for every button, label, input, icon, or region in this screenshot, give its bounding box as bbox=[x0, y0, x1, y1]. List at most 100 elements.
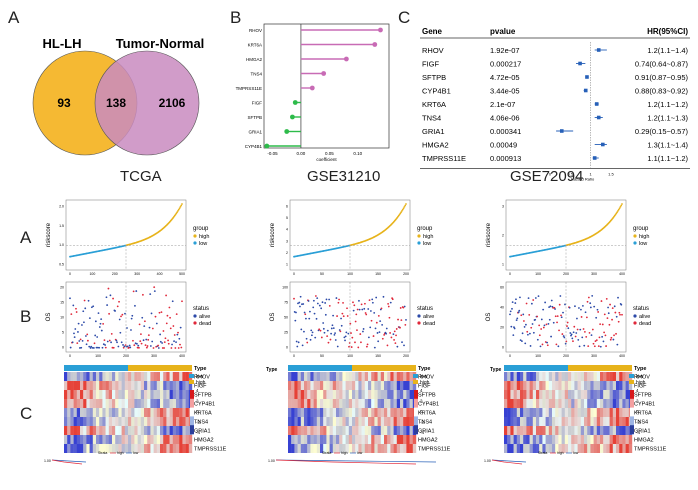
heatmap-cell bbox=[574, 399, 578, 408]
heatmap-cell bbox=[128, 426, 132, 435]
os-point bbox=[585, 316, 588, 319]
heatmap-cell bbox=[108, 426, 113, 435]
os-point bbox=[104, 344, 107, 346]
heatmap-cell bbox=[140, 381, 145, 390]
heatmap-cell bbox=[568, 426, 572, 435]
os-point bbox=[140, 333, 142, 336]
heatmap-cell bbox=[403, 372, 407, 381]
heatmap-cell bbox=[603, 435, 607, 444]
heatmap-cell bbox=[179, 372, 183, 381]
heatmap-legend-low-swatch bbox=[413, 374, 418, 378]
heatmap-cell bbox=[545, 408, 549, 417]
heatmap-cell bbox=[96, 435, 100, 444]
os-point bbox=[616, 343, 619, 346]
os-point bbox=[365, 313, 368, 316]
forest-hr: 1.3(1.1~1.4) bbox=[647, 141, 688, 150]
heatmap-cell bbox=[83, 381, 87, 390]
heatmap-cell bbox=[516, 417, 521, 426]
heatmap-cell bbox=[390, 372, 394, 381]
heatmap-cell bbox=[99, 435, 103, 444]
forest-pvalue: 0.000217 bbox=[490, 60, 521, 69]
os-xtick: 400 bbox=[619, 354, 625, 358]
heatmap-cell bbox=[150, 381, 154, 390]
heatmap-cell bbox=[112, 399, 116, 408]
heatmap-cell bbox=[409, 372, 413, 381]
heatmap-cell bbox=[596, 426, 601, 435]
km-high-curve bbox=[51, 459, 83, 465]
heatmap-cell bbox=[568, 435, 572, 444]
heatmap-cell bbox=[169, 372, 173, 381]
heatmap-cell bbox=[628, 444, 633, 453]
heatmap-cell bbox=[86, 381, 90, 390]
os-point bbox=[380, 307, 383, 310]
heatmap-gene-label: KRT6A bbox=[418, 411, 436, 417]
heatmap-cell bbox=[153, 399, 157, 408]
os-point bbox=[297, 341, 300, 344]
os-point bbox=[556, 321, 558, 324]
os-point bbox=[120, 315, 122, 318]
os-point bbox=[175, 341, 177, 344]
heatmap-cell bbox=[128, 399, 132, 408]
os-point bbox=[298, 301, 301, 304]
heatmap-cell bbox=[128, 390, 132, 399]
heatmap-cell bbox=[374, 399, 378, 408]
heatmap-cell bbox=[616, 372, 620, 381]
heatmap-cell bbox=[393, 435, 397, 444]
os-point bbox=[373, 346, 376, 349]
heatmap-cell bbox=[552, 417, 556, 426]
os-point bbox=[107, 287, 110, 290]
heatmap-cell bbox=[64, 435, 68, 444]
heatmap-cell bbox=[352, 426, 356, 435]
heatmap-cell bbox=[355, 435, 359, 444]
os-ytick: 10 bbox=[60, 316, 64, 320]
heatmap-cell bbox=[329, 417, 333, 426]
heatmap-cell bbox=[150, 435, 154, 444]
heatmap-cell bbox=[310, 408, 314, 417]
os-xtick: 100 bbox=[347, 354, 353, 358]
heatmap-cell bbox=[574, 372, 578, 381]
heatmap-cell bbox=[380, 426, 385, 435]
lollipop-point bbox=[372, 42, 378, 47]
forest-pvalue: 4.06e-06 bbox=[490, 114, 520, 123]
os-point bbox=[516, 317, 519, 320]
os-point bbox=[341, 312, 344, 315]
heatmap-cell bbox=[352, 381, 356, 390]
heatmap-cell bbox=[297, 444, 301, 453]
heatmap-cell bbox=[371, 399, 375, 408]
heatmap-cell bbox=[371, 372, 375, 381]
heatmap-cell bbox=[179, 390, 183, 399]
os-point bbox=[554, 308, 556, 310]
os-point bbox=[360, 303, 363, 306]
os-xtick: 200 bbox=[563, 354, 569, 358]
os-point bbox=[358, 308, 361, 311]
os-point bbox=[523, 326, 526, 328]
heatmap-cell bbox=[118, 408, 122, 417]
heatmap-cell bbox=[288, 390, 292, 399]
os-point bbox=[78, 340, 81, 342]
heatmap-cell bbox=[166, 390, 170, 399]
os-point bbox=[599, 323, 602, 326]
heatmap-cell bbox=[523, 399, 527, 408]
heatmap-cell bbox=[536, 426, 540, 435]
heatmap-gene-label: CYP4B1 bbox=[634, 402, 655, 408]
heatmap-cell bbox=[70, 372, 74, 381]
heatmap-cell bbox=[380, 399, 385, 408]
heatmap-cell bbox=[571, 372, 575, 381]
heatmap-legend-low: low bbox=[636, 374, 644, 380]
heatmap-gene-label: TMPRSS11E bbox=[634, 447, 667, 453]
heatmap-cell bbox=[73, 381, 77, 390]
heatmap-cell bbox=[99, 399, 103, 408]
heatmap-cell bbox=[568, 444, 572, 453]
heatmap-cell bbox=[137, 435, 141, 444]
os-point bbox=[578, 307, 580, 309]
heatmap-cell bbox=[542, 444, 546, 453]
heatmap-cell bbox=[182, 399, 186, 408]
heatmap-cell bbox=[131, 444, 135, 453]
heatmap-cell bbox=[596, 444, 601, 453]
heatmap-cell bbox=[76, 444, 81, 453]
heatmap-cell bbox=[358, 444, 362, 453]
os-point bbox=[316, 302, 319, 305]
heatmap-cell bbox=[131, 408, 135, 417]
heatmap-cell bbox=[396, 381, 401, 390]
heatmap-cell bbox=[536, 372, 540, 381]
